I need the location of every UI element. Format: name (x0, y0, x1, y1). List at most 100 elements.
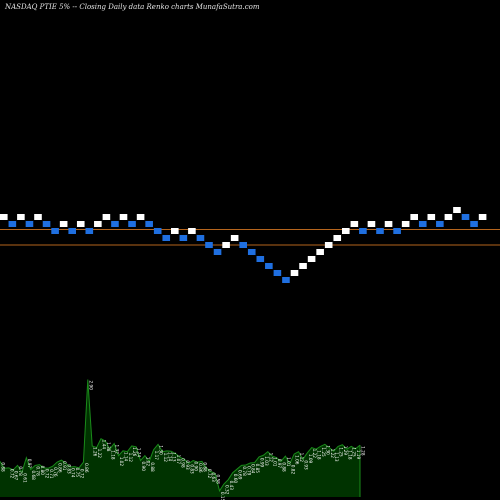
volume-label: 1.12 (128, 453, 133, 463)
renko-brick-down (196, 235, 205, 241)
renko-brick-down (42, 221, 51, 227)
volume-label: 0.86 (58, 463, 63, 473)
volume-label: 1.02 (119, 457, 124, 467)
volume-label: 0.91 (62, 461, 67, 471)
renko-brick-down (239, 242, 247, 248)
renko-brick-down (247, 249, 256, 255)
renko-brick-up (76, 221, 85, 227)
renko-brick-up (453, 207, 461, 213)
renko-brick-up (222, 242, 230, 248)
chart-title: NASDAQ PTIE 5% -- Closing Daily data Ren… (4, 3, 260, 11)
volume-label: 0.58 (216, 475, 221, 485)
volume-label: 0.72 (44, 469, 49, 479)
renko-brick-up (333, 235, 342, 241)
volume-label: 1.24 (137, 448, 142, 458)
volume-label: 1.30 (159, 445, 164, 455)
volume-label: 0.69 (238, 470, 243, 480)
renko-brick-up (102, 214, 111, 220)
renko-brick-up (478, 214, 487, 220)
volume-label: 1.22 (312, 449, 317, 459)
volume-label: 2.90 (88, 381, 93, 391)
renko-brick-down (265, 263, 273, 269)
volume-label: 0.86 (84, 463, 89, 473)
renko-brick-down (162, 235, 171, 241)
volume-label: 0.72 (80, 469, 85, 479)
renko-brick-up (136, 214, 145, 220)
renko-bricks (0, 207, 487, 283)
volume-label: 1.19 (356, 450, 361, 460)
renko-brick-up (59, 221, 68, 227)
volume-label: 1.22 (330, 449, 335, 459)
volume-label: 1.30 (325, 445, 330, 455)
renko-brick-down (205, 242, 213, 248)
volume-label: 1.25 (352, 447, 357, 457)
volume-label: 0.32 (224, 485, 229, 495)
volume-label: 1.03 (264, 456, 269, 466)
volume-label: 0.97 (277, 459, 282, 469)
renko-brick-down (359, 228, 367, 234)
volume-label: 1.28 (361, 446, 366, 456)
volume-label: 1.12 (268, 453, 273, 463)
volume-label: 1.32 (115, 445, 120, 455)
renko-brick-down (153, 228, 162, 234)
volume-label: 1.44 (101, 440, 106, 450)
volume-label: 0.84 (251, 464, 256, 474)
volume-label: 1.13 (334, 452, 339, 462)
volume-label: 0.88 (281, 462, 286, 472)
volume-label: 1.14 (123, 452, 128, 462)
volume-label: 0.93 (303, 460, 308, 470)
volume-label: 0.71 (49, 469, 54, 479)
volume-label: 1.25 (339, 447, 344, 457)
volume-label: 0.78 (36, 466, 41, 476)
renko-brick-up (307, 256, 316, 262)
renko-brick-up (410, 214, 418, 220)
volume-label: 1.14 (167, 452, 172, 462)
volume-label: 0.86 (198, 463, 203, 473)
volume-label: 0.78 (242, 466, 247, 476)
volume-label: 0.88 (202, 462, 207, 472)
renko-brick-down (85, 228, 94, 234)
volume-label: 0.83 (189, 464, 194, 474)
renko-brick-down (256, 256, 265, 262)
volume-label: 1.06 (295, 455, 300, 465)
renko-brick-down (213, 249, 222, 255)
volume-label: 0.15 (220, 492, 225, 500)
renko-brick-up (342, 228, 350, 234)
renko-brick-up (427, 214, 436, 220)
renko-brick-up (34, 214, 42, 220)
renko-brick-down (436, 221, 444, 227)
renko-brick-up (367, 221, 376, 227)
renko-brick-down (461, 214, 470, 220)
renko-brick-up (230, 235, 239, 241)
volume-label: 0.88 (1, 462, 6, 472)
volume-label: 1.26 (93, 447, 98, 457)
volume-label: 0.60 (233, 474, 238, 484)
volume-label: 0.63 (211, 472, 216, 482)
volume-label: 1.12 (163, 453, 168, 463)
volume-label: 0.61 (22, 473, 27, 483)
volume-label: 0.79 (246, 466, 251, 476)
renko-brick-up (316, 249, 324, 255)
volume-label: 0.99 (260, 458, 265, 468)
volume-label: 0.67 (14, 471, 19, 481)
volume-label: 0.97 (27, 459, 32, 469)
volume-label: 1.12 (299, 453, 304, 463)
renko-brick-up (350, 221, 359, 227)
renko-brick-up (188, 228, 196, 234)
renko-brick-up (290, 270, 299, 276)
volume-label: 0.85 (255, 464, 260, 474)
renko-brick-down (68, 228, 76, 234)
renko-brick-up (401, 221, 410, 227)
volume-labels: 0.880.72 0.67 0.780.610.970.68 0.78 0.80 0.72… (1, 381, 366, 500)
volume-line (0, 379, 361, 493)
volume-label: 0.80 (40, 466, 45, 476)
renko-brick-down (376, 228, 384, 234)
volume-label: 0.68 (31, 470, 36, 480)
volume-label: 1.01 (286, 457, 291, 467)
volume-label: 1.02 (145, 457, 150, 467)
volume-label: 0.82 (290, 465, 295, 475)
renko-brick-up (119, 214, 128, 220)
volume-label: 0.43 (229, 481, 234, 491)
renko-brick-up (384, 221, 393, 227)
